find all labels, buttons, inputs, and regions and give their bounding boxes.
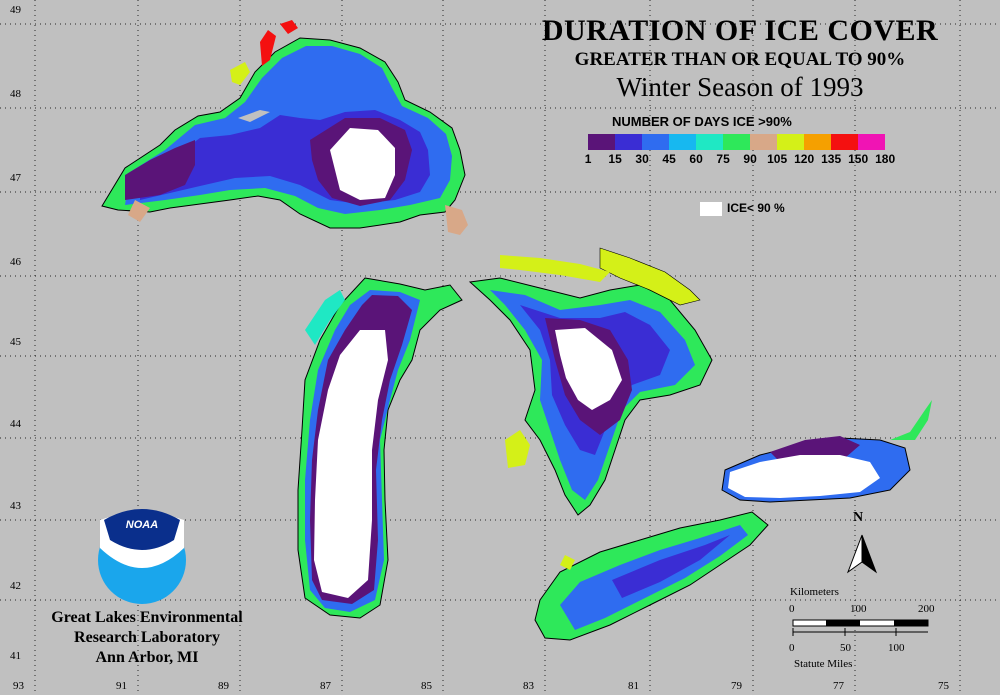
legend-label: 180 <box>875 152 896 166</box>
ice-below-threshold-swatch <box>700 202 722 216</box>
legend-label: 30 <box>635 152 649 166</box>
longitude-label: 85 <box>421 680 432 692</box>
longitude-label: 79 <box>731 680 742 692</box>
longitude-label: 81 <box>628 680 639 692</box>
legend-swatch <box>831 134 858 150</box>
latitude-label: 48 <box>10 88 21 100</box>
lab-name: Great Lakes Environmental Research Labor… <box>22 608 272 668</box>
legend-labels: 1 15 30 45 60 75 90 105 120 135 150 180 <box>578 152 938 168</box>
noaa-logo <box>98 509 186 604</box>
legend-label: 60 <box>689 152 703 166</box>
north-arrow <box>846 534 878 574</box>
ice-below-threshold-label: ICE< 90 % <box>727 201 785 215</box>
map-subtitle: GREATER THAN OR EQUAL TO 90% <box>574 49 906 70</box>
scale-mi-title: Statute Miles <box>794 658 853 670</box>
legend-swatch <box>615 134 642 150</box>
season-label: Winter Season of 1993 <box>616 72 864 102</box>
lake-erie <box>534 511 769 641</box>
legend-label: 90 <box>743 152 757 166</box>
legend-label: 120 <box>794 152 815 166</box>
lab-line-3: Ann Arbor, MI <box>95 649 199 666</box>
latitude-label: 43 <box>10 500 21 512</box>
legend-label: 1 <box>584 152 592 166</box>
lab-line-2: Research Laboratory <box>74 629 220 646</box>
legend-label: 45 <box>662 152 676 166</box>
lake-superior <box>101 20 468 235</box>
latitude-label: 42 <box>10 580 21 592</box>
legend-swatch <box>804 134 831 150</box>
longitude-label: 93 <box>13 680 24 692</box>
longitude-label: 87 <box>320 680 331 692</box>
legend-swatch <box>696 134 723 150</box>
scale-km-title: Kilometers <box>790 586 839 598</box>
latitude-label: 41 <box>10 650 21 662</box>
legend-swatch <box>750 134 777 150</box>
scale-mi-50: 50 <box>840 642 851 654</box>
scale-mi-0: 0 <box>789 642 795 654</box>
latitude-label: 44 <box>10 418 21 430</box>
longitude-label: 75 <box>938 680 949 692</box>
scale-mi-100: 100 <box>888 642 905 654</box>
latitude-label: 49 <box>10 4 21 16</box>
legend-swatch <box>588 134 615 150</box>
legend-label: 75 <box>716 152 730 166</box>
legend-title: NUMBER OF DAYS ICE >90% <box>612 114 792 129</box>
north-label: N <box>853 510 864 525</box>
scale-bar <box>792 619 929 636</box>
longitude-label: 89 <box>218 680 229 692</box>
latitude-label: 45 <box>10 336 21 348</box>
lake-huron <box>468 247 713 516</box>
legend-swatch <box>669 134 696 150</box>
scale-km-100: 100 <box>850 603 867 615</box>
legend-label: 150 <box>848 152 869 166</box>
longitude-label: 91 <box>116 680 127 692</box>
legend-swatch <box>723 134 750 150</box>
latitude-label: 47 <box>10 172 21 184</box>
legend-color-bar <box>588 134 885 150</box>
longitude-label: 83 <box>523 680 534 692</box>
scale-km-200: 200 <box>918 603 935 615</box>
legend-label: 135 <box>821 152 842 166</box>
noaa-logo-text: NOAA <box>125 519 159 531</box>
map-title: DURATION OF ICE COVER <box>541 14 939 47</box>
legend-label: 105 <box>767 152 788 166</box>
longitude-label: 77 <box>833 680 844 692</box>
lake-ontario <box>721 400 932 503</box>
lab-line-1: Great Lakes Environmental <box>51 609 243 626</box>
legend-label: 15 <box>608 152 622 166</box>
legend-swatch <box>858 134 885 150</box>
latitude-label: 46 <box>10 256 21 268</box>
scale-km-0: 0 <box>789 603 795 615</box>
legend-swatch <box>777 134 804 150</box>
lake-michigan <box>297 277 463 619</box>
legend-swatch <box>642 134 669 150</box>
